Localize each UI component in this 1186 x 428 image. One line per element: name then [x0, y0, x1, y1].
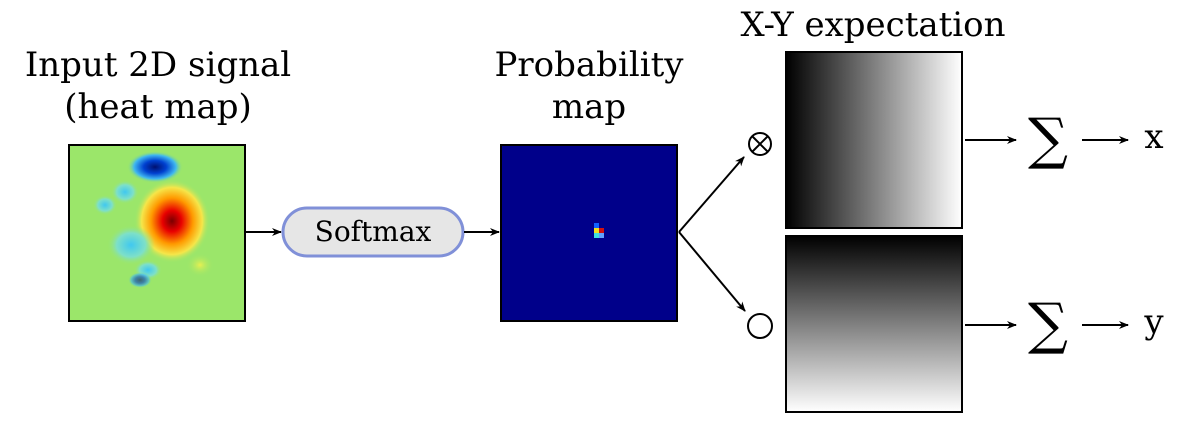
output-x-label: x [1144, 117, 1163, 157]
softmax-label: Softmax [315, 215, 432, 248]
y-gradient-box [785, 235, 963, 413]
arrow-to-x-branch [678, 156, 745, 233]
arrow-to-y-branch [678, 231, 746, 312]
expectation-label: X-Y expectation [740, 5, 1005, 45]
sum-icon-x: ∑ [1028, 107, 1068, 172]
input-label-line1: Input 2D signal [25, 45, 291, 85]
softmax-box: Softmax [281, 206, 465, 258]
probability-map [500, 144, 678, 322]
circle-operator-icon [747, 313, 773, 339]
probability-label-line1: Probability [495, 45, 685, 85]
probability-label-line2: map [552, 87, 626, 127]
x-gradient-box [785, 51, 963, 229]
output-y-label: y [1143, 302, 1164, 342]
multiply-icon [748, 132, 772, 156]
input-heatmap [68, 144, 246, 322]
input-label-line2: (heat map) [64, 87, 252, 127]
sum-icon-y: ∑ [1028, 292, 1068, 357]
